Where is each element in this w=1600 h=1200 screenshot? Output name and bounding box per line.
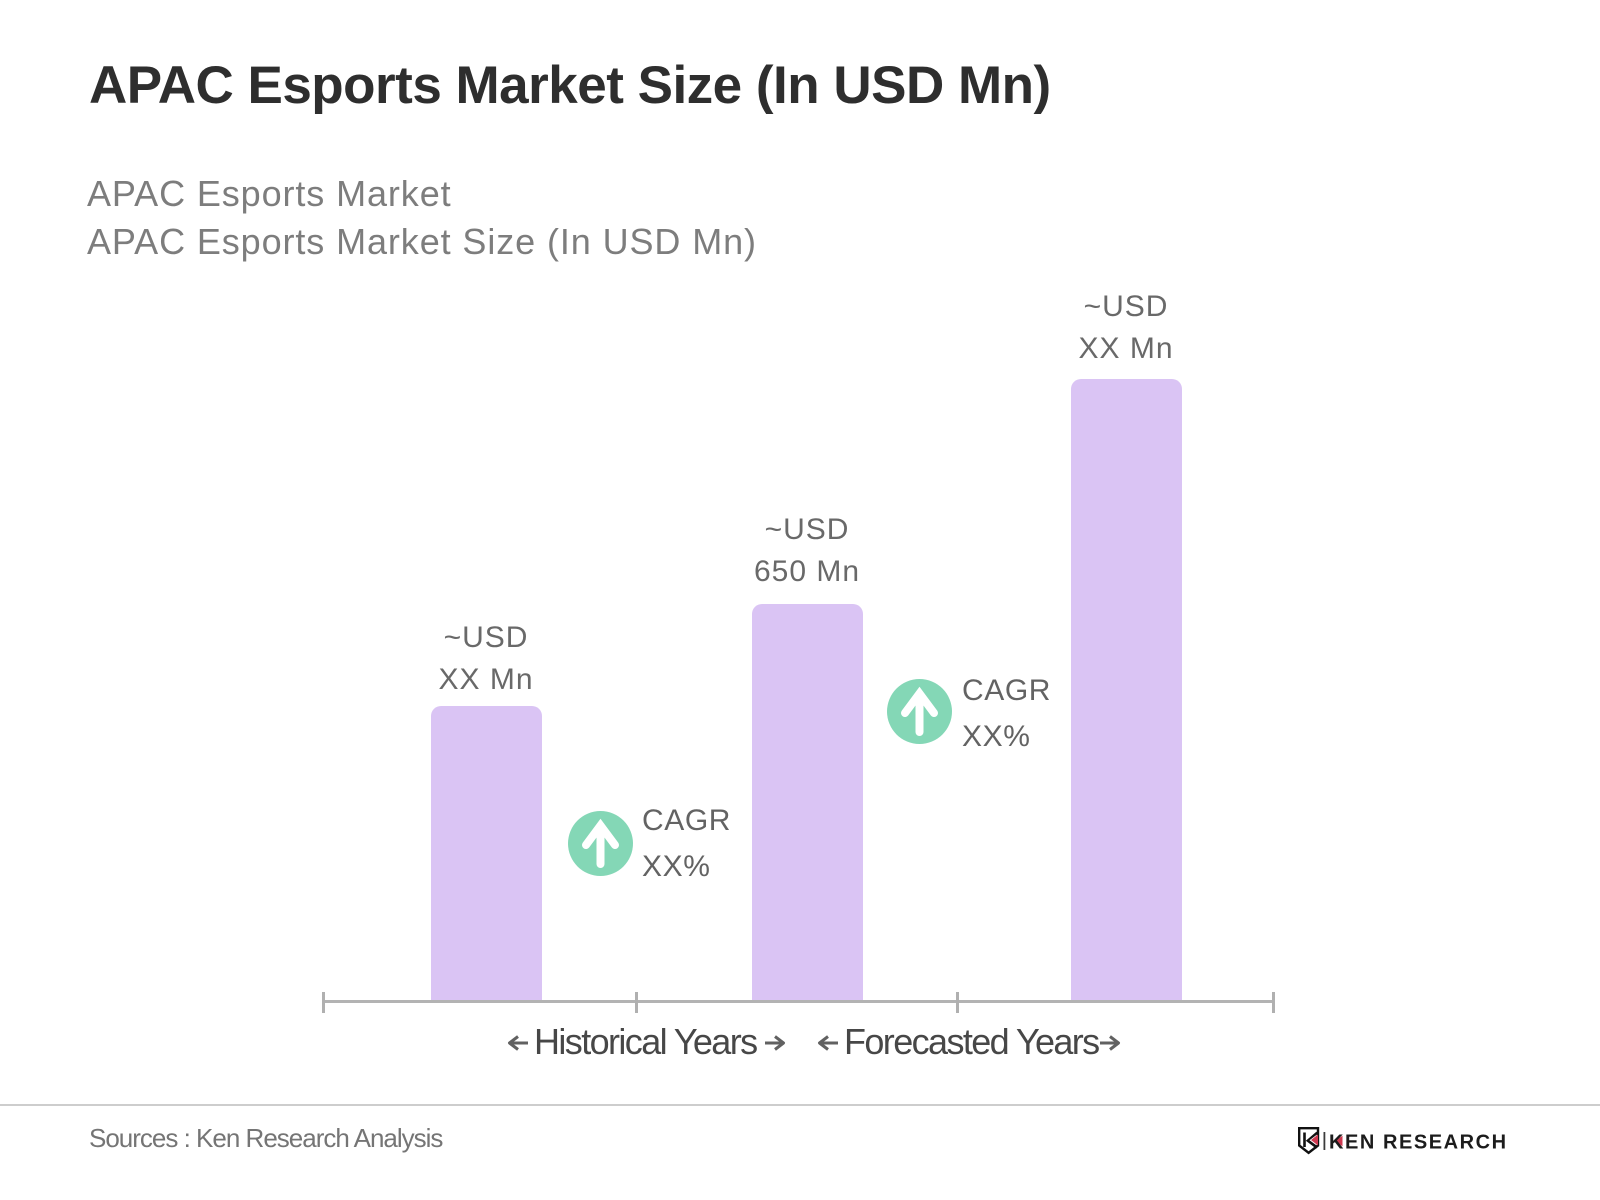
svg-text:KEN RESEARCH: KEN RESEARCH bbox=[1329, 1132, 1508, 1154]
